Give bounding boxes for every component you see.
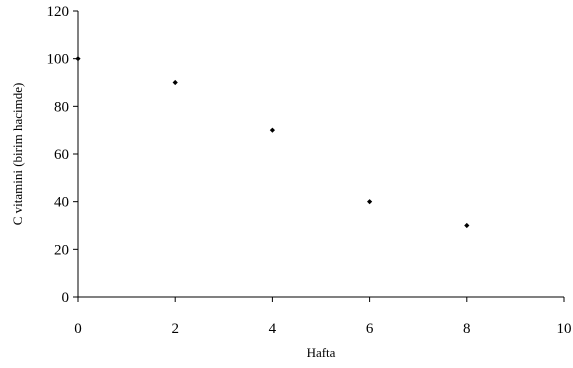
y-tick-label: 40 — [54, 195, 69, 211]
data-point — [269, 127, 275, 133]
data-point — [172, 79, 178, 86]
data-point — [75, 56, 81, 62]
data-points — [75, 56, 470, 229]
y-axis-title: C vitamini (birim hacimde) — [10, 83, 25, 226]
x-tick-label: 6 — [366, 321, 374, 337]
data-point — [464, 222, 470, 229]
y-tick-label: 0 — [62, 290, 70, 306]
x-tick-label: 8 — [463, 321, 471, 337]
data-point — [367, 199, 373, 205]
y-tick-label: 80 — [54, 99, 69, 115]
y-tick-label: 60 — [54, 147, 69, 163]
x-tick-label: 2 — [171, 321, 179, 337]
y-axis-ticks: 0 20 40 60 80 100 120 — [47, 4, 78, 306]
y-tick-label: 20 — [54, 242, 69, 258]
x-axis-ticks: 0 2 4 6 8 10 — [74, 297, 572, 337]
x-tick-label: 10 — [557, 321, 572, 337]
x-tick-label: 0 — [74, 321, 82, 337]
x-axis-title: Hafta — [307, 345, 336, 360]
x-tick-label: 4 — [269, 321, 277, 337]
y-tick-label: 100 — [47, 52, 70, 68]
y-tick-label: 120 — [47, 4, 70, 20]
